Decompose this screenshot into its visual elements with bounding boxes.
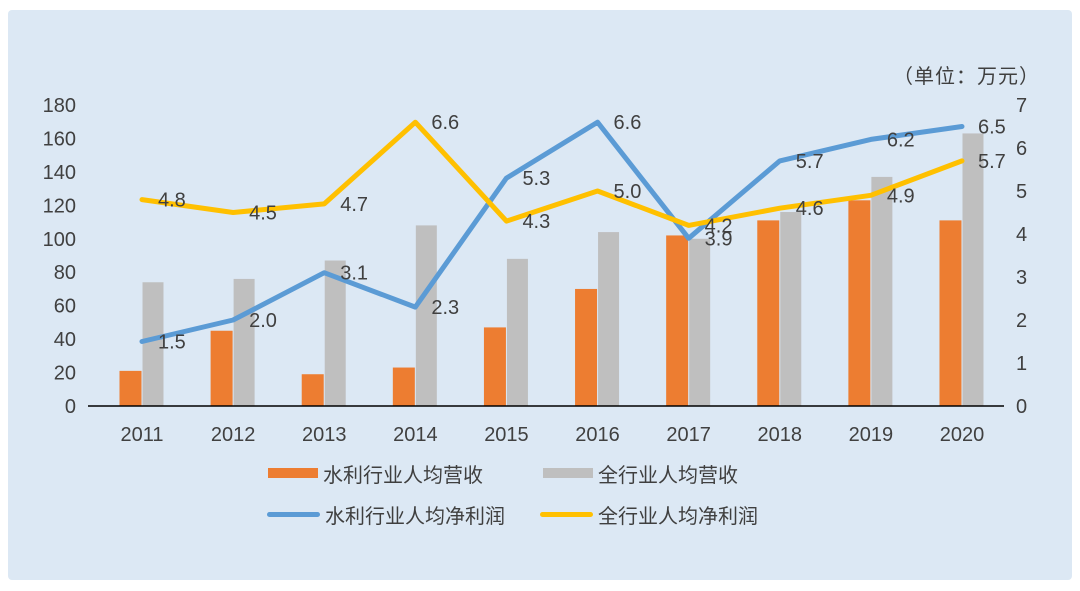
bar-2016-all-revenue xyxy=(598,232,620,406)
right-axis-tick-7: 7 xyxy=(1016,95,1027,117)
water-profit-label-2018: 5.7 xyxy=(796,151,824,173)
all-profit-label-2012: 4.5 xyxy=(249,203,277,225)
legend-label-all-profit: 全行业人均净利润 xyxy=(598,505,758,528)
bar-2020-all-revenue xyxy=(962,133,984,406)
water-revenue-bar-swatch xyxy=(268,468,318,478)
all-profit-label-2017: 4.2 xyxy=(705,215,733,237)
bar-2019-all-revenue xyxy=(871,176,893,406)
water-profit-label-2014: 2.3 xyxy=(431,297,459,319)
left-axis-tick-40: 40 xyxy=(54,329,76,351)
bar-2011-all-revenue xyxy=(142,282,164,406)
bar-2011-water-revenue xyxy=(119,370,142,406)
right-axis-tick-3: 3 xyxy=(1016,267,1027,289)
water-profit-label-2017: 3.9 xyxy=(705,228,733,250)
x-axis-label-2013: 2013 xyxy=(302,424,347,446)
all-revenue-bar-swatch xyxy=(543,468,593,478)
bar-2020-water-revenue xyxy=(939,220,962,406)
chart-panel xyxy=(8,10,1072,580)
right-axis-tick-2: 2 xyxy=(1016,310,1027,332)
bar-2013-water-revenue xyxy=(301,374,324,406)
legend-item-all-profit: 全行业人均净利润 xyxy=(540,503,758,528)
x-axis-label-2015: 2015 xyxy=(484,424,529,446)
x-axis-label-2020: 2020 xyxy=(940,424,985,446)
right-axis-tick-6: 6 xyxy=(1016,138,1027,160)
left-axis-tick-80: 80 xyxy=(54,262,76,284)
x-axis-label-2017: 2017 xyxy=(666,424,711,446)
legend-item-water-profit: 水利行业人均净利润 xyxy=(267,503,505,528)
bar-2018-water-revenue xyxy=(757,220,780,406)
all-profit-line-swatch xyxy=(540,511,593,517)
all-profit-label-2011: 4.8 xyxy=(158,190,186,212)
bar-2015-water-revenue xyxy=(483,327,506,406)
x-axis-label-2011: 2011 xyxy=(120,424,163,446)
right-axis-tick-1: 1 xyxy=(1016,353,1027,375)
left-axis-tick-140: 140 xyxy=(43,162,76,184)
x-axis-label-2018: 2018 xyxy=(758,424,803,446)
all-profit-label-2018: 4.6 xyxy=(796,198,824,220)
left-axis-tick-160: 160 xyxy=(43,128,76,150)
legend-label-all-revenue: 全行业人均营收 xyxy=(598,464,738,487)
bar-2016-water-revenue xyxy=(575,288,598,406)
all-profit-label-2019: 4.9 xyxy=(887,185,915,207)
x-axis-label-2019: 2019 xyxy=(849,424,894,446)
bar-2017-water-revenue xyxy=(666,235,689,406)
left-axis-tick-180: 180 xyxy=(43,95,76,117)
water-profit-label-2020: 6.5 xyxy=(978,117,1006,139)
bar-2012-all-revenue xyxy=(233,278,255,406)
bar-2017-all-revenue xyxy=(689,238,711,406)
left-axis-tick-100: 100 xyxy=(43,229,76,251)
all-profit-label-2016: 5.0 xyxy=(614,181,642,203)
all-profit-label-2020: 5.7 xyxy=(978,151,1006,173)
x-axis-label-2014: 2014 xyxy=(393,424,438,446)
bar-2019-water-revenue xyxy=(848,200,871,406)
right-axis-tick-5: 5 xyxy=(1016,181,1027,203)
all-profit-label-2015: 4.3 xyxy=(522,211,550,233)
water-profit-label-2019: 6.2 xyxy=(887,129,915,151)
all-profit-label-2014: 6.6 xyxy=(431,112,459,134)
legend-label-water-profit: 水利行业人均净利润 xyxy=(325,505,505,528)
x-axis-label-2016: 2016 xyxy=(575,424,620,446)
bar-2012-water-revenue xyxy=(210,330,233,406)
bar-2013-all-revenue xyxy=(324,260,346,406)
bar-2014-all-revenue xyxy=(415,225,437,406)
x-axis-label-2012: 2012 xyxy=(211,424,256,446)
bar-2018-all-revenue xyxy=(780,212,802,406)
water-profit-label-2011: 1.5 xyxy=(158,332,186,354)
right-axis-tick-4: 4 xyxy=(1016,224,1027,246)
all-profit-line xyxy=(139,119,965,228)
right-axis-tick-0: 0 xyxy=(1016,396,1027,418)
unit-label: （单位：万元） xyxy=(893,66,1040,88)
bar-2014-water-revenue xyxy=(392,367,415,406)
left-axis-tick-60: 60 xyxy=(54,296,76,318)
left-axis-tick-120: 120 xyxy=(43,195,76,217)
bar-2015-all-revenue xyxy=(506,258,528,406)
water-profit-label-2016: 6.6 xyxy=(614,112,642,134)
left-axis-tick-0: 0 xyxy=(65,396,76,418)
left-axis-tick-20: 20 xyxy=(54,363,76,385)
legend-item-all-revenue: 全行业人均营收 xyxy=(543,462,738,487)
water-profit-label-2013: 3.1 xyxy=(340,263,368,285)
legend-item-water-revenue: 水利行业人均营收 xyxy=(268,462,483,487)
water-profit-label-2012: 2.0 xyxy=(249,310,277,332)
water-profit-label-2015: 5.3 xyxy=(522,168,550,190)
legend-label-water-revenue: 水利行业人均营收 xyxy=(323,464,483,487)
all-profit-label-2013: 4.7 xyxy=(340,194,368,216)
water-profit-line xyxy=(139,119,965,344)
water-profit-line-swatch xyxy=(267,511,320,517)
